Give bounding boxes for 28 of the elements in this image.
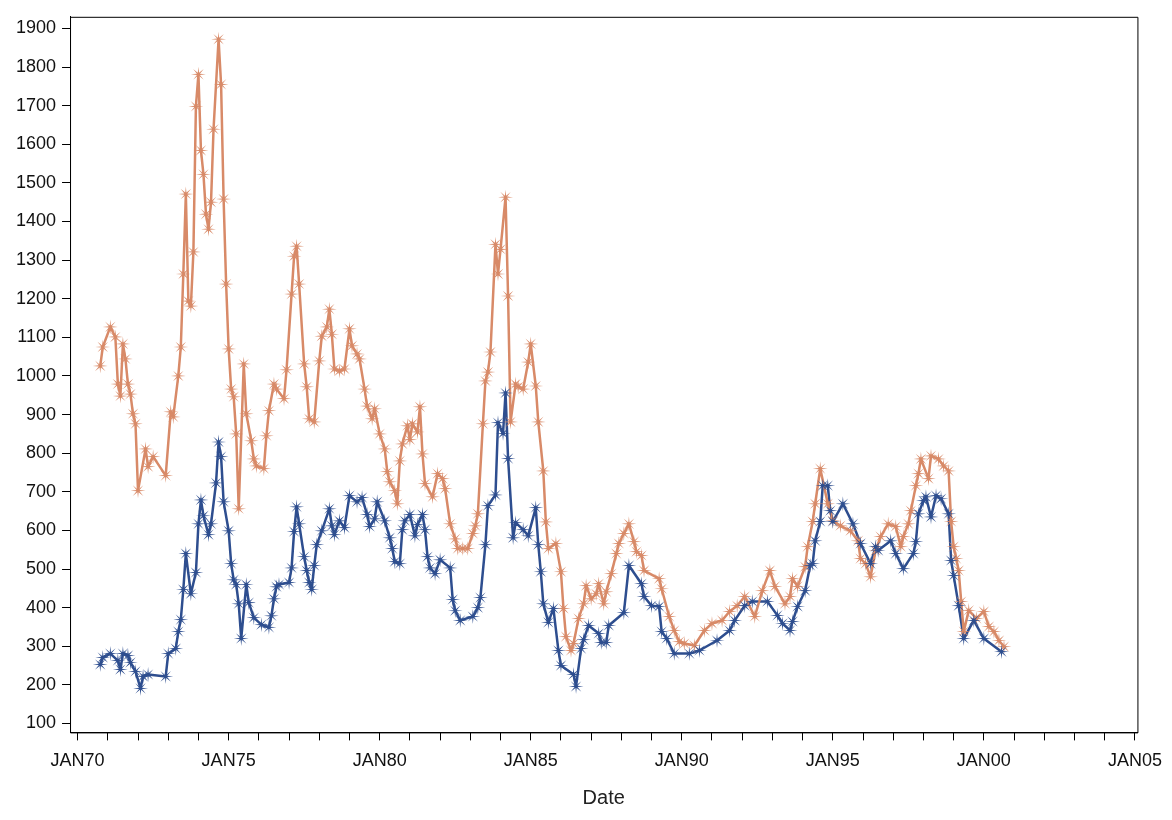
x-tick-label: JAN05 [1107, 750, 1162, 771]
x-axis-title: Date [582, 785, 625, 808]
y-tick-label: 500 [26, 558, 57, 579]
x-tick-label: JAN75 [201, 750, 256, 771]
x-tick-label: JAN85 [503, 750, 558, 771]
y-tick-label: 700 [26, 480, 57, 501]
x-tick-label: JAN70 [50, 750, 105, 771]
y-tick-label: 1700 [16, 94, 57, 115]
y-tick-label: 1500 [16, 171, 57, 192]
y-tick-label: 1300 [16, 249, 57, 270]
y-tick-label: 1400 [16, 210, 57, 231]
y-tick-label: 1200 [16, 287, 57, 308]
x-tick-label: JAN90 [654, 750, 709, 771]
x-tick-label: JAN80 [352, 750, 407, 771]
y-tick-label: 100 [26, 712, 57, 733]
y-tick-label: 1800 [16, 55, 57, 76]
x-tick-label: JAN00 [956, 750, 1011, 771]
y-tick-label: 900 [26, 403, 57, 424]
y-tick-label: 1000 [16, 364, 57, 385]
y-tick-label: 800 [26, 442, 57, 463]
y-tick-label: 300 [26, 635, 57, 656]
y-tick-label: 400 [26, 596, 57, 617]
x-tick-label: JAN95 [805, 750, 860, 771]
y-tick-label: 200 [26, 673, 57, 694]
y-tick-label: 1600 [16, 133, 57, 154]
y-tick-label: 1100 [17, 326, 57, 347]
y-tick-label: 600 [26, 519, 57, 540]
y-tick-label: 1900 [16, 17, 57, 38]
